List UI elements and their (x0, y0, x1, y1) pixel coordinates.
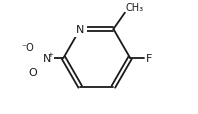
Text: F: F (146, 53, 152, 63)
Text: N: N (76, 25, 84, 35)
Text: N: N (43, 53, 51, 63)
Text: +: + (48, 51, 53, 57)
Text: CH₃: CH₃ (126, 3, 144, 12)
Text: O: O (29, 68, 37, 78)
Text: ⁻O: ⁻O (21, 43, 34, 53)
